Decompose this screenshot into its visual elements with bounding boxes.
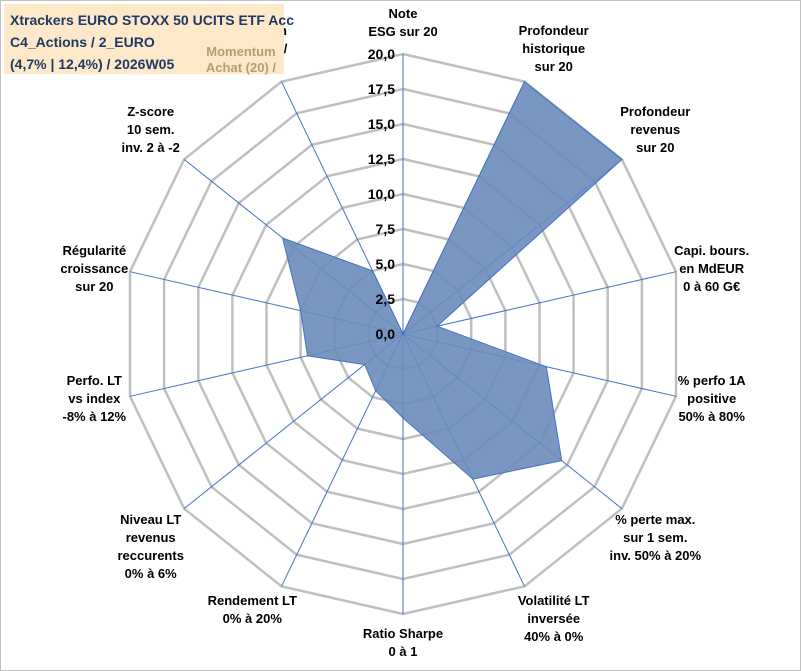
axis-label-10: Perfo. LT vs index -8% à 12%: [63, 373, 127, 424]
axis-label-3: Capi. bours. en MdEUR 0 à 60 G€: [674, 243, 749, 294]
data-point-4: [545, 365, 548, 368]
axis-label-8-line-1: 0% à 20%: [223, 611, 283, 626]
axis-label-1-line-1: historique: [522, 41, 585, 56]
axis-label-1-line-2: sur 20: [535, 59, 573, 74]
axis-label-4-line-1: positive: [687, 391, 736, 406]
chart-title-line2: C4_Actions / 2_EURO: [10, 34, 155, 50]
momentum-line2: Achat (20) /: [205, 60, 276, 75]
axis-label-11-line-0: Régularité: [63, 243, 127, 258]
axis-label-4-line-2: 50% à 80%: [678, 409, 745, 424]
axis-label-2-line-2: sur 20: [636, 140, 674, 155]
axis-label-0: Note ESG sur 20: [368, 6, 437, 39]
axis-label-10-line-0: Perfo. LT: [67, 373, 122, 388]
axis-label-12-line-0: Z-score: [127, 104, 174, 119]
axis-label-12-line-1: 10 sem.: [127, 122, 175, 137]
axis-label-10-line-2: -8% à 12%: [63, 409, 127, 424]
tick-label-8: 20,0: [368, 46, 395, 62]
axis-label-11: Régularité croissance sur 20: [60, 243, 128, 294]
axis-label-0-line-0: Note: [389, 6, 418, 21]
axis-label-12: Z-score 10 sem. inv. 2 à -2: [122, 104, 180, 155]
axis-label-9-line-1: revenus: [126, 530, 176, 545]
data-point-1: [523, 80, 526, 83]
tick-label-1: 2,5: [376, 291, 396, 307]
data-area: [281, 80, 623, 480]
data-point-10: [306, 355, 309, 357]
axis-label-1: Profondeur historique sur 20: [519, 23, 589, 74]
axis-label-6: Volatilité LT inversée 40% à 0%: [518, 593, 590, 644]
axis-label-11-line-2: sur 20: [75, 279, 113, 294]
axis-label-6-line-2: 40% à 0%: [524, 629, 584, 644]
axis-label-7: Ratio Sharpe 0 à 1: [363, 626, 443, 659]
axis-label-8-line-0: Rendement LT: [208, 593, 297, 608]
data-point-11: [299, 309, 302, 312]
axis-label-9-line-2: reccurents: [117, 548, 183, 563]
tick-label-5: 12,5: [368, 151, 395, 167]
axis-label-11-line-1: croissance: [60, 261, 128, 276]
axis-label-2-line-1: revenus: [630, 122, 680, 137]
axis-label-3-line-1: en MdEUR: [679, 261, 745, 276]
axis-label-2-line-0: Profondeur: [620, 104, 690, 119]
axis-label-3-line-0: Capi. bours.: [674, 243, 749, 258]
axis-label-6-line-1: inversée: [527, 611, 580, 626]
axis-label-6-line-0: Volatilité LT: [518, 593, 590, 608]
data-point-0: [402, 333, 404, 335]
axis-label-7-line-1: 0 à 1: [389, 644, 418, 659]
data-point-5: [560, 459, 563, 462]
chart-title-line3: (4,7% | 12,4%) / 2026W05: [10, 56, 175, 72]
axis-label-3-line-2: 0 à 60 G€: [683, 279, 740, 294]
axis-label-5-line-2: inv. 50% à 20%: [610, 548, 702, 563]
data-point-8: [374, 390, 377, 392]
spoke-3: [402, 271, 677, 335]
axis-label-5-line-0: % perte max.: [615, 512, 695, 527]
axis-label-2: Profondeur revenus sur 20: [620, 104, 690, 155]
chart-title-line1: Xtrackers EURO STOXX 50 UCITS ETF Acc: [10, 12, 294, 28]
tick-label-3: 7,5: [376, 221, 396, 237]
tick-label-7: 17,5: [368, 81, 395, 97]
axis-label-10-line-1: vs index: [68, 391, 121, 406]
data-point-7: [402, 417, 404, 419]
tick-label-6: 15,0: [368, 116, 395, 132]
momentum-label-overlap: Momentum Achat (20) /: [206, 44, 276, 76]
data-point-9: [363, 363, 366, 366]
data-point-2: [621, 158, 623, 161]
data-point-12: [281, 237, 284, 239]
axis-label-0-line-1: ESG sur 20: [368, 24, 437, 39]
axis-label-1-line-0: Profondeur: [519, 23, 589, 38]
tick-label-2: 5,0: [376, 256, 396, 272]
tick-label-0: 0,0: [376, 326, 396, 342]
axis-label-9-line-3: 0% à 6%: [125, 566, 177, 581]
data-point-13: [371, 270, 374, 272]
axis-label-5-line-1: sur 1 sem.: [623, 530, 687, 545]
axis-label-7-line-0: Ratio Sharpe: [363, 626, 443, 641]
tick-label-4: 10,0: [368, 186, 395, 202]
momentum-line1: Momentum: [206, 44, 276, 59]
title-box: Xtrackers EURO STOXX 50 UCITS ETF Acc C4…: [4, 4, 294, 76]
data-point-3: [436, 325, 438, 328]
axis-label-12-line-2: inv. 2 à -2: [122, 140, 180, 155]
axis-label-5: % perte max. sur 1 sem. inv. 50% à 20%: [610, 512, 702, 563]
axis-label-4: % perfo 1A positive 50% à 80%: [678, 373, 747, 424]
axis-label-9-line-0: Niveau LT: [120, 512, 181, 527]
axis-label-9: Niveau LT revenus reccurents 0% à 6%: [117, 512, 183, 581]
axis-label-8: Rendement LT 0% à 20%: [208, 593, 297, 626]
data-point-6: [472, 478, 474, 480]
axis-label-4-line-0: % perfo 1A: [678, 373, 747, 388]
